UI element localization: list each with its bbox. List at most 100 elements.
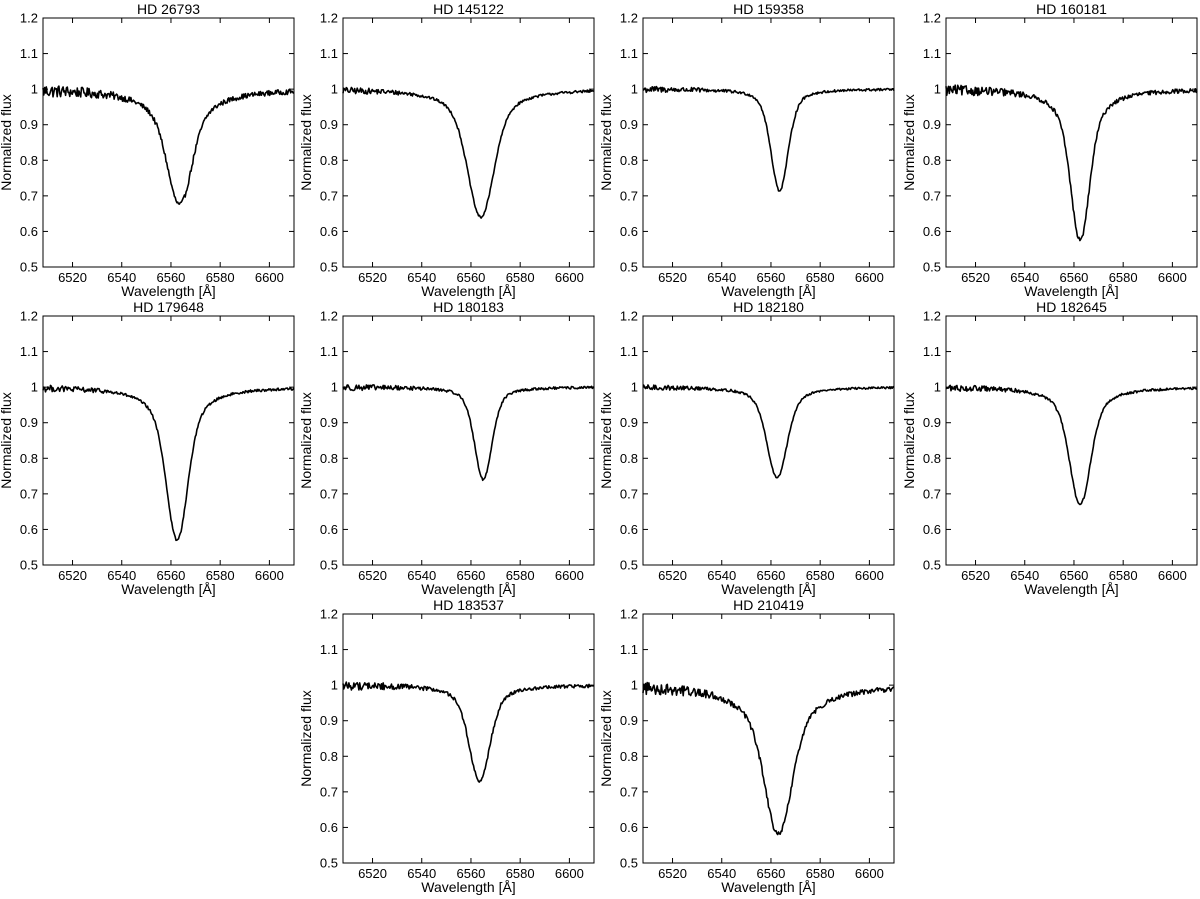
y-tick-label: 0.7 bbox=[620, 486, 638, 501]
y-axis-label: Normalized flux bbox=[598, 690, 614, 786]
spectrum-line bbox=[342, 681, 595, 783]
x-tick-label: 6560 bbox=[756, 270, 785, 285]
x-tick-label: 6580 bbox=[506, 866, 535, 881]
y-tick-label: 0.9 bbox=[923, 117, 941, 132]
chart-title: HD 160181 bbox=[1036, 1, 1107, 17]
x-tick-label: 6540 bbox=[407, 270, 436, 285]
x-tick-label: 6560 bbox=[456, 270, 485, 285]
y-tick-label: 1 bbox=[631, 82, 638, 97]
y-tick-label: 0.5 bbox=[620, 260, 638, 275]
x-tick-label: 6540 bbox=[1010, 270, 1039, 285]
spectrum-line bbox=[342, 86, 595, 219]
x-tick-label: 6580 bbox=[206, 568, 235, 583]
x-axis-label: Wavelength [Å] bbox=[421, 283, 515, 299]
y-tick-label: 0.5 bbox=[20, 260, 38, 275]
x-tick-label: 6600 bbox=[555, 866, 584, 881]
y-tick-label: 0.6 bbox=[320, 820, 338, 835]
y-tick-label: 0.9 bbox=[620, 117, 638, 132]
x-tick-label: 6580 bbox=[506, 568, 535, 583]
chart-title: HD 183537 bbox=[433, 597, 504, 613]
chart-title: HD 179648 bbox=[133, 299, 204, 315]
x-axis-label: Wavelength [Å] bbox=[1024, 581, 1118, 597]
x-tick-label: 6520 bbox=[358, 568, 387, 583]
y-axis-label: Normalized flux bbox=[901, 392, 917, 488]
y-tick-label: 0.8 bbox=[923, 153, 941, 168]
y-tick-label: 1 bbox=[331, 82, 338, 97]
y-tick-label: 0.7 bbox=[620, 188, 638, 203]
x-tick-label: 6560 bbox=[1059, 568, 1088, 583]
y-tick-label: 0.7 bbox=[20, 486, 38, 501]
y-tick-label: 1 bbox=[31, 380, 38, 395]
y-tick-label: 0.5 bbox=[320, 260, 338, 275]
y-tick-label: 0.9 bbox=[320, 713, 338, 728]
x-tick-label: 6540 bbox=[107, 270, 136, 285]
x-tick-label: 6540 bbox=[707, 270, 736, 285]
y-tick-label: 1.1 bbox=[620, 642, 638, 657]
chart-panel-7: 6520 6540 6560 6580 6600 0.5 0.6 0.7 0.8 0.9 1 1.1 1… bbox=[598, 299, 895, 597]
y-tick-label: 0.6 bbox=[923, 522, 941, 537]
x-tick-label: 6560 bbox=[156, 270, 185, 285]
x-axis-label: Wavelength [Å] bbox=[721, 283, 815, 299]
x-axis-label: Wavelength [Å] bbox=[421, 581, 515, 597]
x-tick-label: 6540 bbox=[407, 866, 436, 881]
y-tick-label: 1 bbox=[631, 380, 638, 395]
y-tick-label: 0.7 bbox=[320, 784, 338, 799]
y-tick-label: 0.5 bbox=[320, 856, 338, 871]
y-tick-label: 0.9 bbox=[923, 415, 941, 430]
x-tick-label: 6600 bbox=[255, 270, 284, 285]
y-tick-label: 0.7 bbox=[320, 486, 338, 501]
y-axis-label: Normalized flux bbox=[901, 94, 917, 190]
x-tick-label: 6540 bbox=[707, 866, 736, 881]
axes-frame bbox=[642, 17, 895, 268]
x-tick-label: 6560 bbox=[456, 866, 485, 881]
y-axis-label: Normalized flux bbox=[0, 94, 14, 190]
y-tick-label: 0.8 bbox=[320, 749, 338, 764]
x-tick-label: 6600 bbox=[555, 270, 584, 285]
y-tick-label: 1 bbox=[631, 678, 638, 693]
chart-title: HD 26793 bbox=[137, 1, 200, 17]
y-tick-label: 0.5 bbox=[923, 558, 941, 573]
x-tick-label: 6560 bbox=[1059, 270, 1088, 285]
chart-panel-4: 6520 6540 6560 6580 6600 0.5 0.6 0.7 0.8 0.9 1 1.1 1… bbox=[901, 1, 1198, 299]
axes-frame bbox=[42, 315, 295, 566]
y-tick-label: 1.1 bbox=[320, 46, 338, 61]
y-tick-label: 1.2 bbox=[20, 309, 38, 324]
y-tick-label: 1.2 bbox=[320, 309, 338, 324]
chart-title: HD 182645 bbox=[1036, 299, 1107, 315]
x-axis-label: Wavelength [Å] bbox=[721, 581, 815, 597]
y-tick-label: 0.6 bbox=[20, 224, 38, 239]
x-tick-label: 6600 bbox=[855, 270, 884, 285]
y-tick-label: 0.5 bbox=[923, 260, 941, 275]
spectrum-line bbox=[945, 384, 1198, 506]
y-tick-label: 0.8 bbox=[620, 451, 638, 466]
chart-panel-10: 6520 6540 6560 6580 6600 0.5 0.6 0.7 0.8 0.9 1 1.1 1… bbox=[598, 597, 895, 895]
x-tick-label: 6540 bbox=[707, 568, 736, 583]
chart-title: HD 145122 bbox=[433, 1, 504, 17]
y-tick-label: 0.8 bbox=[620, 153, 638, 168]
y-tick-label: 1.2 bbox=[620, 309, 638, 324]
x-tick-label: 6520 bbox=[658, 866, 687, 881]
y-tick-label: 0.6 bbox=[620, 522, 638, 537]
spectrum-line bbox=[642, 384, 895, 479]
x-tick-label: 6580 bbox=[1109, 270, 1138, 285]
x-tick-label: 6600 bbox=[555, 568, 584, 583]
x-tick-label: 6560 bbox=[456, 568, 485, 583]
x-tick-label: 6600 bbox=[855, 568, 884, 583]
axes-frame bbox=[945, 17, 1198, 268]
y-tick-label: 0.6 bbox=[620, 224, 638, 239]
y-tick-label: 0.9 bbox=[320, 415, 338, 430]
chart-title: HD 180183 bbox=[433, 299, 504, 315]
spectrum-line bbox=[342, 384, 595, 482]
x-tick-label: 6580 bbox=[806, 866, 835, 881]
x-tick-label: 6520 bbox=[961, 568, 990, 583]
y-tick-label: 0.9 bbox=[20, 415, 38, 430]
y-tick-label: 1.1 bbox=[923, 344, 941, 359]
chart-panel-9: 6520 6540 6560 6580 6600 0.5 0.6 0.7 0.8 0.9 1 1.1 1… bbox=[298, 597, 595, 895]
x-tick-label: 6520 bbox=[58, 270, 87, 285]
y-tick-label: 1 bbox=[331, 678, 338, 693]
x-tick-label: 6600 bbox=[855, 866, 884, 881]
y-tick-label: 0.8 bbox=[320, 451, 338, 466]
y-tick-label: 1.2 bbox=[620, 11, 638, 26]
y-tick-label: 1.2 bbox=[620, 607, 638, 622]
